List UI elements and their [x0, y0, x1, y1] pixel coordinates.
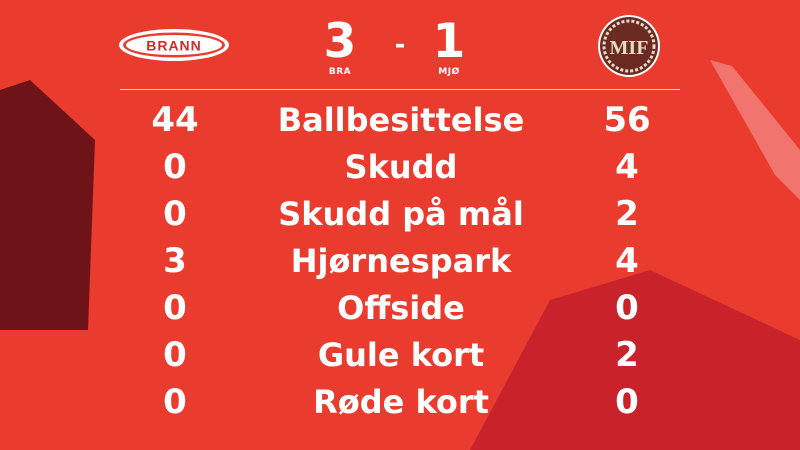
away-abbreviation: MJØ	[438, 67, 460, 77]
stats-list: 44 Ballbesittelse 56 0 Skudd 4 0 Skudd p…	[0, 97, 800, 426]
background-dark-shape	[0, 80, 95, 330]
stat-home-value: 0	[163, 382, 187, 422]
stat-label: Skudd på mål	[278, 195, 524, 233]
home-abbreviation: BRA	[328, 67, 352, 77]
stat-row: 0 Skudd 4	[0, 144, 800, 191]
stat-away-value: 0	[615, 288, 639, 328]
brann-logo-text: BRANN	[146, 38, 202, 54]
stat-row: 0 Skudd på mål 2	[0, 191, 800, 238]
brann-logo: BRANN	[119, 29, 229, 61]
stat-label: Skudd	[344, 148, 458, 186]
stat-away-value: 2	[615, 194, 639, 234]
score-separator: -	[394, 30, 406, 60]
stat-row: 0 Gule kort 2	[0, 332, 800, 379]
stat-row: 44 Ballbesittelse 56	[0, 97, 800, 144]
mjondalen-logo-text: MIF	[610, 37, 649, 59]
stat-away-value: 2	[615, 335, 639, 375]
stat-label: Gule kort	[317, 336, 485, 374]
stat-away-value: 56	[603, 100, 651, 140]
stat-home-value: 0	[163, 335, 187, 375]
stat-home-value: 0	[163, 288, 187, 328]
stat-away-value: 4	[615, 241, 639, 281]
stat-label: Hjørnespark	[290, 242, 512, 280]
mjondalen-logo: MIF	[598, 15, 660, 77]
stat-away-value: 4	[615, 147, 639, 187]
stat-row: 0 Offside 0	[0, 285, 800, 332]
scoreboard-header: BRANN 3 - 1 BRA MJØ MIF	[0, 0, 800, 92]
header-divider	[120, 89, 680, 90]
stat-home-value: 0	[163, 147, 187, 187]
stat-label: Offside	[337, 289, 465, 327]
background-light-stripe	[710, 60, 800, 200]
stat-row: 3 Hjørnespark 4	[0, 238, 800, 285]
stat-home-value: 44	[151, 100, 199, 140]
stat-label: Ballbesittelse	[277, 101, 525, 139]
background-red-shape	[470, 270, 800, 450]
stat-home-value: 3	[163, 241, 187, 281]
stat-home-value: 0	[163, 194, 187, 234]
home-score: 3	[323, 14, 357, 69]
stat-row: 0 Røde kort 0	[0, 379, 800, 426]
stat-away-value: 0	[615, 382, 639, 422]
stat-label: Røde kort	[313, 383, 489, 421]
away-score: 1	[432, 14, 466, 69]
